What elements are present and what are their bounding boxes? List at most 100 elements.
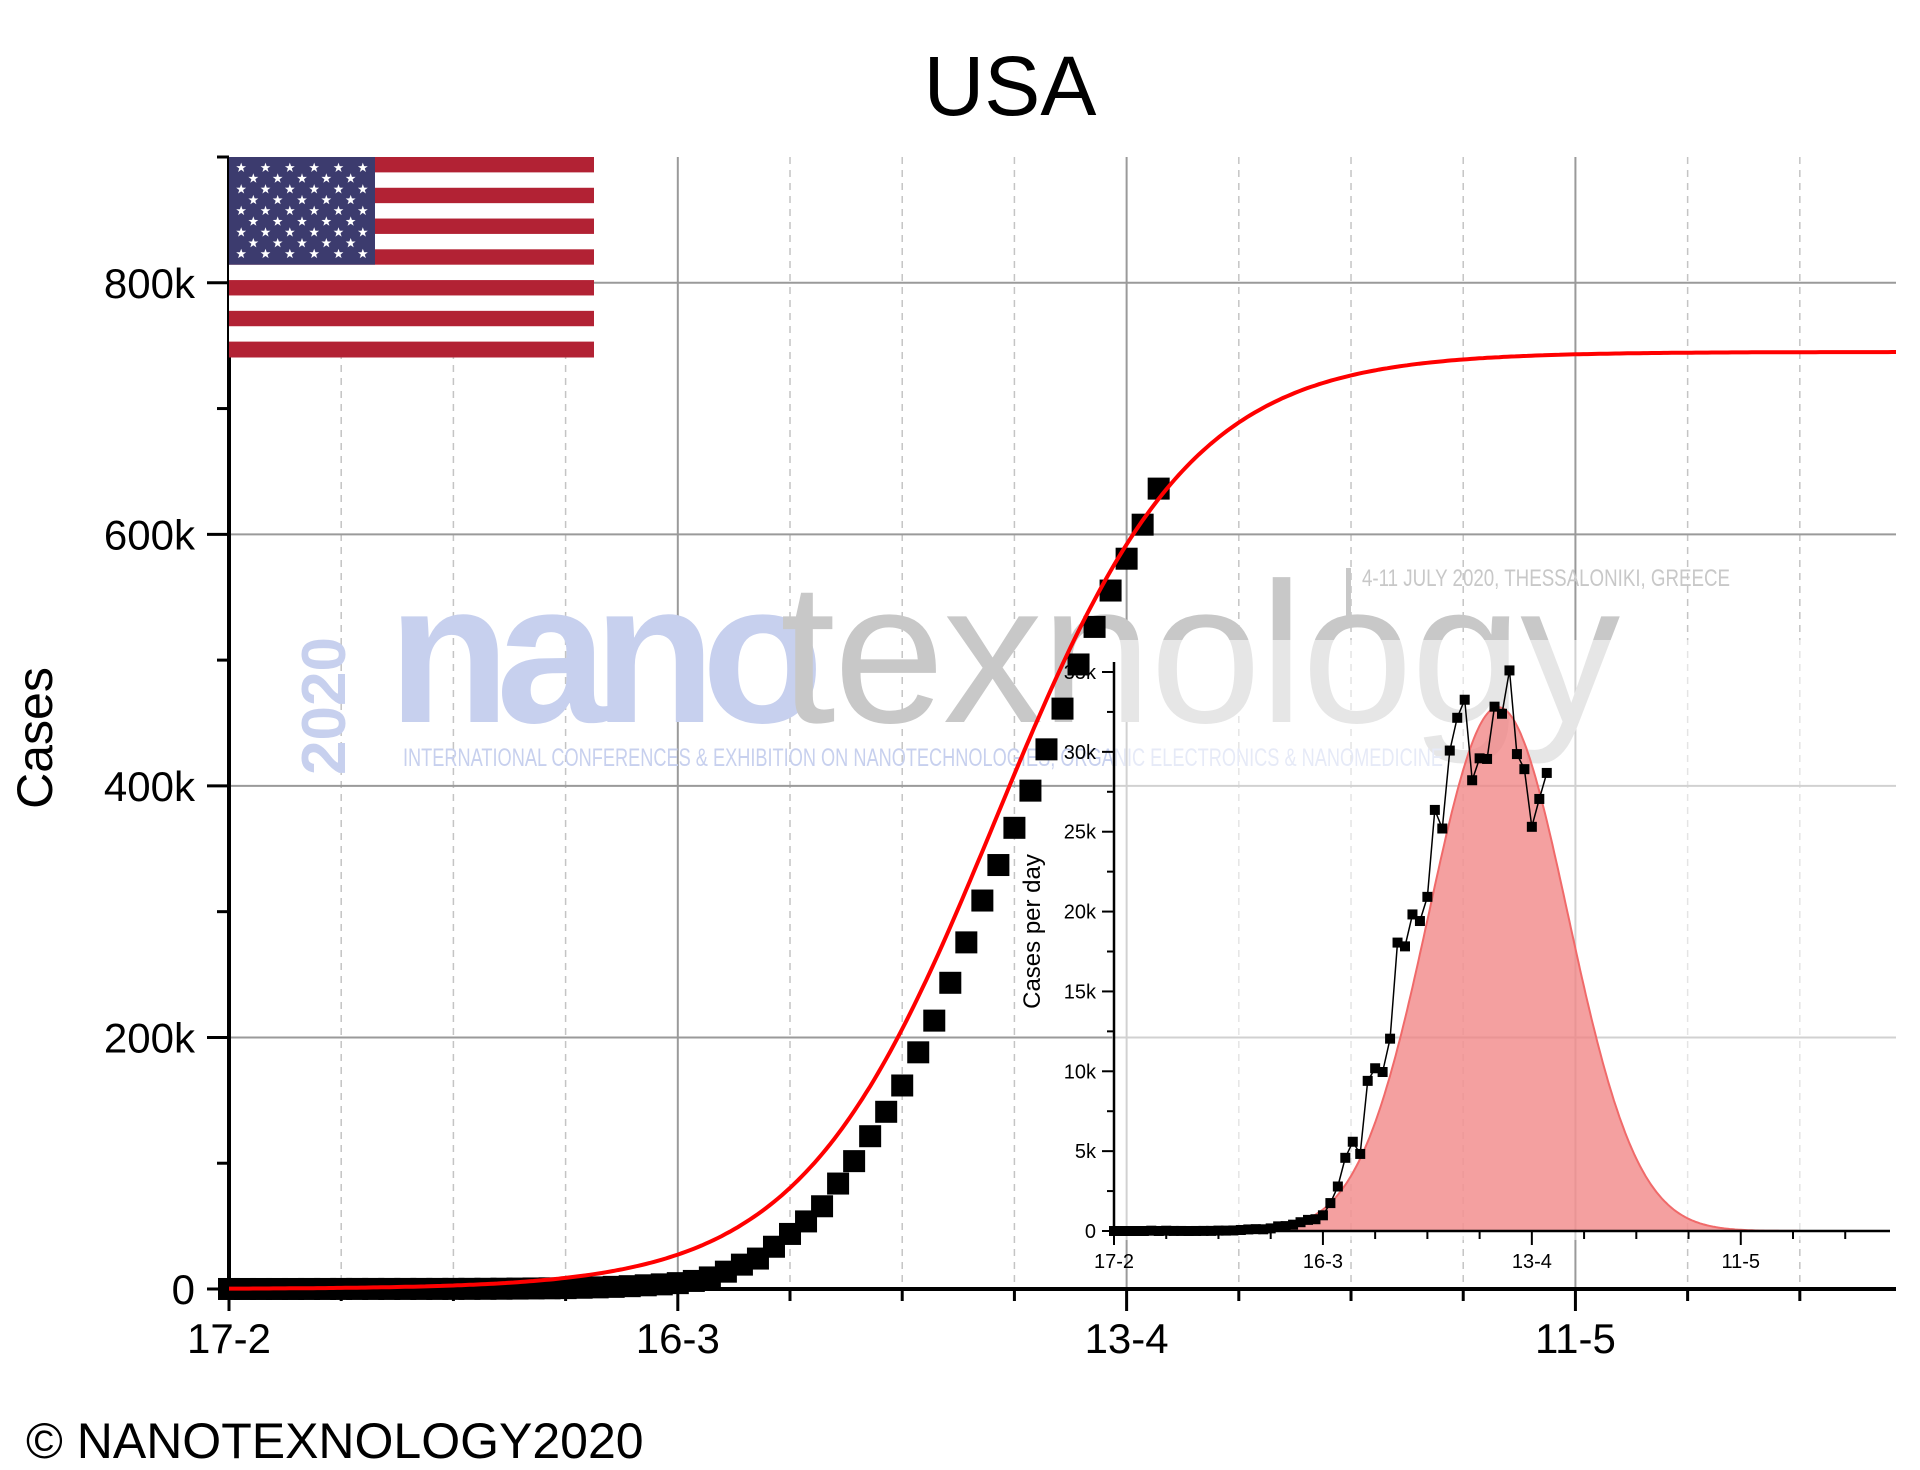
flag-star: [260, 248, 271, 259]
usa-flag-icon: [229, 157, 594, 358]
inset-data-point: [1317, 1210, 1328, 1221]
inset-data-point: [1131, 1226, 1142, 1236]
inset-data-point: [1303, 1214, 1313, 1225]
inset-data-point: [1377, 1067, 1388, 1078]
flag-star: [321, 194, 332, 205]
inset-data-point: [1497, 708, 1507, 719]
flag-star: [357, 205, 368, 216]
flag-star: [333, 248, 344, 259]
inset-data-point: [1340, 1152, 1351, 1163]
flag-star: [333, 227, 344, 237]
inset-axes: 17-2 16-3 13-4 11-5 0 5k 10k 15k 20k 25k 30k 35k Cas…: [1019, 662, 1890, 1273]
inset-data-point: [1511, 749, 1522, 760]
flag-stripe: [229, 280, 594, 296]
x-tick-label: 16-3: [636, 1315, 720, 1362]
inset-data-point: [1414, 916, 1425, 927]
y-tick-label: 400k: [104, 763, 196, 810]
flag-star: [333, 162, 344, 172]
data-point: [971, 889, 994, 912]
data-point: [955, 931, 978, 954]
y-tick-label: 600k: [104, 511, 196, 558]
inset-data-point: [1116, 1226, 1127, 1236]
inset-data-point: [1161, 1225, 1172, 1236]
inset-data-points: [1109, 665, 1552, 1236]
data-point: [875, 1100, 898, 1123]
flag-star: [345, 194, 356, 205]
flag-star: [260, 227, 271, 237]
flag-stripe: [229, 310, 594, 327]
flag-star: [297, 173, 307, 183]
flag-star: [272, 194, 283, 205]
inset-x-tick-label: 17-2: [1094, 1251, 1134, 1273]
flag-star: [309, 248, 320, 259]
inset-data-point: [1444, 745, 1455, 756]
inset-data-point: [1250, 1224, 1261, 1235]
flag-star: [236, 162, 247, 172]
inset-data-point: [1146, 1225, 1157, 1236]
inset-data-point: [1459, 694, 1470, 705]
flag-star: [272, 216, 283, 226]
inset-data-point: [1220, 1225, 1231, 1236]
flag-star: [357, 248, 368, 259]
inset-data-point: [1168, 1225, 1179, 1236]
inset-data-point: [1310, 1214, 1321, 1225]
data-point: [859, 1125, 882, 1148]
flag-star: [284, 205, 295, 216]
inset-data-point: [1138, 1226, 1149, 1236]
inset-x-tick-label: 11-5: [1721, 1251, 1760, 1273]
inset-data-point: [1243, 1224, 1254, 1235]
inset-y-axis-label: Cases per day: [1019, 854, 1046, 1009]
inset-data-point: [1295, 1217, 1306, 1228]
inset-y-tick-label: 0: [1085, 1221, 1096, 1243]
inset-y-tick-label: 15k: [1064, 981, 1097, 1003]
inset-y-tick-label: 30k: [1064, 742, 1097, 764]
data-point: [1035, 738, 1058, 761]
flag-star: [309, 227, 320, 237]
inset-data-point: [1474, 753, 1485, 764]
flag-star: [333, 205, 344, 216]
y-tick-label: 0: [172, 1266, 195, 1313]
data-point: [1067, 653, 1090, 676]
inset-data-point: [1392, 937, 1403, 948]
data-point: [939, 971, 962, 994]
flag-star: [260, 184, 271, 194]
inset-data-point: [1228, 1225, 1239, 1236]
flag-star: [260, 205, 271, 216]
flag-star: [236, 248, 247, 259]
chart-title: USA: [923, 39, 1097, 133]
inset-data-point: [1482, 753, 1493, 764]
inset-data-point: [1235, 1224, 1246, 1235]
inset-y-tick-label: 20k: [1064, 902, 1097, 924]
flag-star: [248, 216, 259, 226]
flag-star: [248, 238, 259, 248]
inset-data-point: [1123, 1226, 1134, 1236]
inset-data-point: [1526, 821, 1537, 832]
inset-data-point: [1362, 1075, 1373, 1086]
data-point: [843, 1150, 866, 1173]
x-tick-label: 11-5: [1535, 1315, 1616, 1362]
data-point: [907, 1041, 930, 1064]
data-point: [923, 1009, 946, 1032]
flag-star: [321, 216, 332, 226]
flag-stripe: [229, 326, 594, 343]
inset-data-point: [1534, 793, 1545, 804]
flag-stripe: [229, 264, 594, 281]
flag-star: [357, 227, 368, 237]
flag-star: [309, 184, 320, 194]
inset-data-point: [1273, 1221, 1284, 1232]
flag-star: [345, 216, 356, 226]
inset-data-point: [1325, 1198, 1336, 1209]
inset-y-tick-label: 35k: [1064, 662, 1097, 684]
flag-star: [272, 173, 283, 183]
flag-stripe: [229, 295, 594, 312]
flag-star: [248, 173, 259, 183]
flag-star: [345, 238, 356, 248]
flag-star: [236, 227, 247, 237]
inset-x-tick-label: 13-4: [1512, 1251, 1552, 1273]
inset-data-point: [1347, 1136, 1358, 1147]
watermark-nano: nano: [388, 542, 817, 765]
inset-y-tick-label: 25k: [1064, 822, 1097, 844]
inset-data-point: [1183, 1226, 1194, 1236]
flag-star: [345, 173, 356, 183]
flag-star: [248, 194, 259, 205]
